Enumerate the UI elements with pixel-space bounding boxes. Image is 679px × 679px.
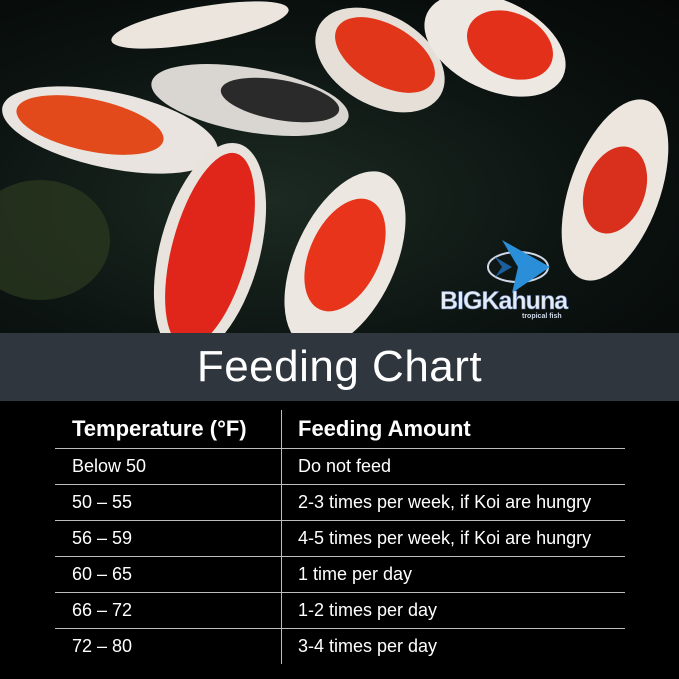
table-row: 56 – 59 4-5 times per week, if Koi are hu…	[55, 521, 625, 557]
temperature-cell: 50 – 55	[55, 485, 282, 520]
table-row: 72 – 80 3-4 times per day	[55, 629, 625, 664]
table-row: 50 – 55 2-3 times per week, if Koi are hu…	[55, 485, 625, 521]
table-header: Temperature (°F) Feeding Amount	[55, 410, 625, 449]
logo-tagline: tropical fish	[522, 313, 562, 320]
logo-brand: BIGKahuna	[440, 287, 569, 316]
feeding-cell: Do not feed	[298, 456, 392, 476]
temperature-cell: 72 – 80	[55, 629, 282, 664]
temperature-cell: Below 50	[55, 449, 282, 484]
big-kahuna-logo: BIGKahuna tropical fish	[440, 235, 590, 325]
koi-illustration	[0, 0, 669, 333]
temperature-cell: 56 – 59	[55, 521, 282, 556]
fish-logo-icon	[487, 240, 550, 293]
temperature-cell: 66 – 72	[55, 593, 282, 628]
feeding-cell: 4-5 times per week, if Koi are hungry	[298, 528, 592, 548]
feeding-cell: 1-2 times per day	[298, 600, 438, 620]
feeding-cell: 3-4 times per day	[298, 636, 438, 656]
title-banner: Feeding Chart	[0, 333, 679, 401]
koi-photo: BIGKahuna tropical fish	[0, 0, 679, 333]
table-row: Below 50 Do not feed	[55, 449, 625, 485]
table-row: 60 – 65 1 time per day	[55, 557, 625, 593]
table-row: 66 – 72 1-2 times per day	[55, 593, 625, 629]
temperature-cell: 60 – 65	[55, 557, 282, 592]
page-title: Feeding Chart	[196, 342, 483, 391]
feeding-table: Temperature (°F) Feeding Amount Below 50…	[55, 410, 625, 664]
header-temperature: Temperature (°F)	[55, 410, 282, 448]
feeding-cell: 1 time per day	[298, 564, 413, 584]
feeding-cell: 2-3 times per week, if Koi are hungry	[298, 492, 592, 512]
header-feeding-amount: Feeding Amount	[298, 416, 471, 441]
